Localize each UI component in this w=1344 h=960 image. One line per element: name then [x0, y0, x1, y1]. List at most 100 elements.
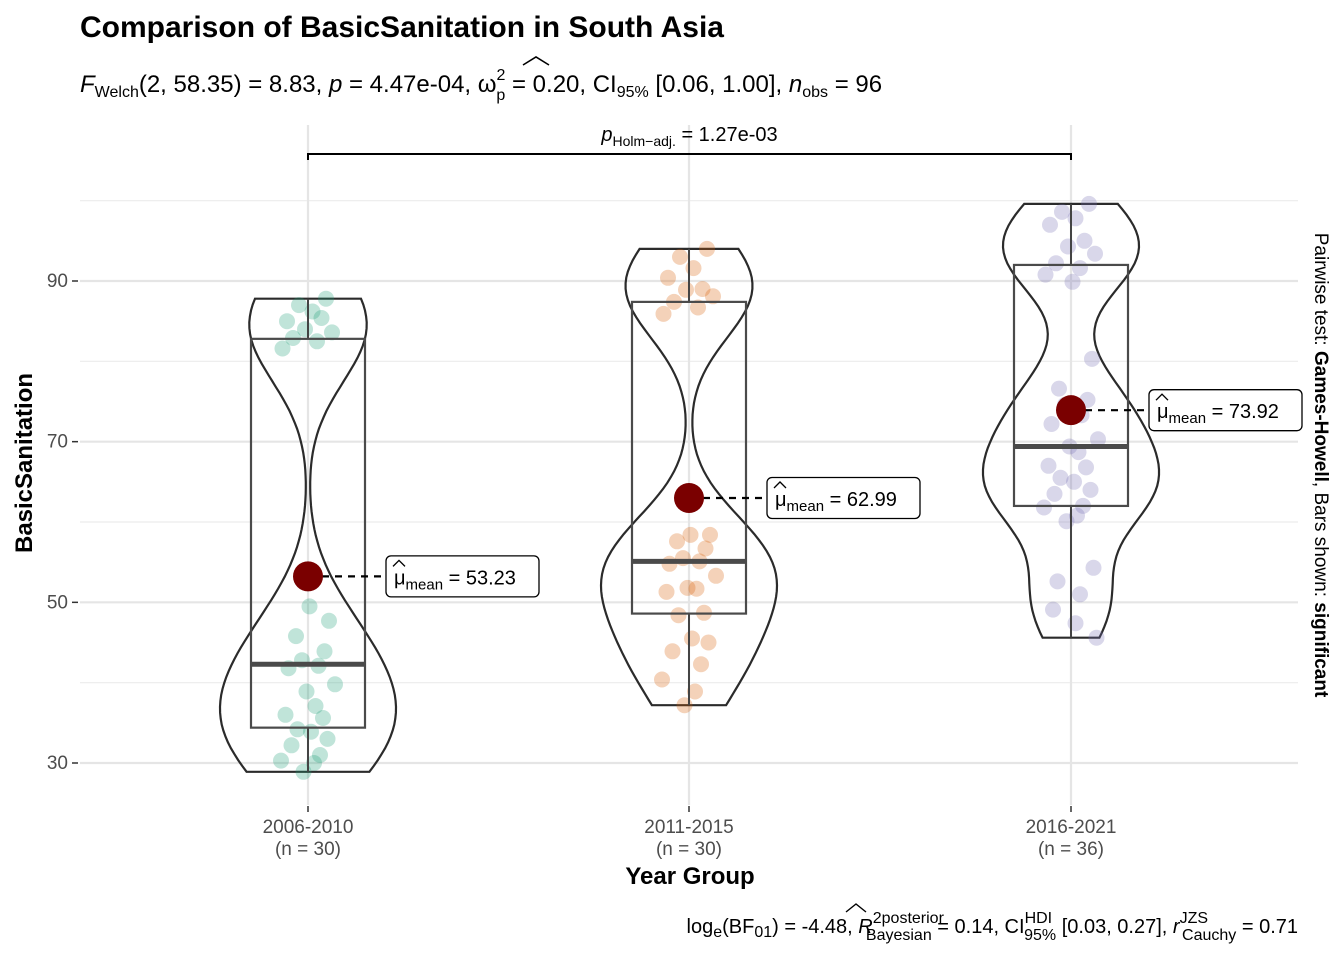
data-point [1042, 216, 1058, 233]
chart-subtitle: FWelch(2, 58.35) = 8.83, p = 4.47e-04, ω… [80, 67, 882, 104]
bayes-caption: loge(BF01) = -4.48, R2posterior Bayesian … [687, 910, 1299, 944]
data-point [315, 710, 331, 726]
mean-hat [773, 481, 787, 489]
caption-bf-value: ) = -4.48, [772, 916, 858, 938]
x-tick-n-label: (n = 30) [275, 839, 341, 860]
data-point [1082, 481, 1099, 498]
data-point [1072, 586, 1088, 603]
data-point [682, 526, 699, 543]
pairwise-label: pHolm−adj. = 1.27e-03 [600, 124, 777, 149]
caption-ci-sub: 95% [1024, 927, 1056, 944]
data-point [1067, 615, 1084, 632]
data-point [301, 598, 318, 615]
data-point [1048, 255, 1064, 272]
subtitle-ci-value: [0.06, 1.00], [649, 71, 789, 98]
caption-r2-sup2: posterior [882, 910, 945, 927]
caption-ci-value: [0.03, 0.27], [1056, 916, 1173, 938]
data-point [1060, 238, 1076, 255]
subtitle-omega-sub: p [496, 87, 505, 104]
caption-r-value: = 0.71 [1236, 916, 1298, 938]
box [249, 337, 367, 729]
data-point [705, 288, 721, 305]
data-point [1087, 245, 1103, 262]
violin [599, 247, 779, 707]
data-point [277, 706, 294, 723]
violin [981, 202, 1161, 639]
data-point [274, 340, 291, 357]
y-tick-label: 50 [47, 592, 68, 613]
box [1012, 263, 1130, 508]
omega-hat [522, 56, 550, 66]
caption-r-sub: Cauchy [1182, 927, 1236, 944]
r2-hat [845, 903, 867, 913]
x-tick-label: 2016-2021 [1026, 817, 1117, 838]
subtitle-ci-sub: 95% [617, 84, 649, 101]
caption-ci-sup: HDI [1025, 910, 1053, 927]
data-point [324, 324, 340, 341]
side-caption-middle: , Bars shown: [1310, 482, 1331, 602]
side-caption-prefix: Pairwise test: [1310, 233, 1331, 351]
subtitle-n-value: = 96 [828, 71, 882, 98]
data-point [1088, 629, 1105, 646]
data-point [654, 671, 670, 688]
data-point [1090, 431, 1106, 448]
caption-log: log [687, 916, 714, 938]
data-point [1052, 469, 1069, 486]
data-point [1043, 416, 1060, 432]
data-point [1049, 573, 1066, 590]
data-point [1051, 380, 1067, 397]
data-point [1067, 210, 1084, 227]
x-tick-label: 2011-2015 [644, 817, 733, 838]
data-point [702, 526, 718, 543]
x-axis-title: Year Group [625, 863, 754, 890]
data-point [1069, 507, 1085, 524]
data-point [283, 737, 300, 754]
data-point [700, 634, 717, 651]
data-point [288, 628, 304, 645]
group-2006-2010: μmean = 53.23 [218, 290, 540, 780]
mean-label-box [385, 555, 540, 598]
caption-bf-sub: 01 [754, 924, 772, 941]
mean-label: μmean = 73.92 [1157, 401, 1279, 427]
x-tick-n-label: (n = 30) [656, 839, 722, 860]
pairwise-bracket-line [307, 153, 1072, 160]
data-point [1085, 559, 1102, 576]
mean-hat [392, 559, 406, 567]
mean-label-box [1148, 389, 1303, 432]
mean-point [1056, 395, 1086, 426]
data-point [708, 567, 724, 584]
side-caption-shown: significant [1310, 602, 1331, 698]
data-point [694, 281, 711, 297]
data-point [1084, 350, 1100, 367]
subtitle-f: F [80, 71, 96, 98]
data-point [307, 698, 324, 714]
data-point [1036, 499, 1052, 516]
data-point [670, 607, 687, 624]
data-point [672, 248, 688, 265]
box [630, 300, 748, 615]
y-tick-label: 90 [47, 271, 68, 292]
data-point [1076, 232, 1093, 249]
mean-label: μmean = 53.23 [394, 567, 516, 593]
x-tick-label: 2006-2010 [263, 817, 354, 838]
mean-point [674, 482, 704, 513]
data-point [1072, 260, 1088, 277]
caption-r2: R [858, 916, 872, 938]
data-point [687, 683, 703, 700]
data-point [678, 281, 694, 298]
data-point [1066, 473, 1082, 490]
data-point [316, 643, 333, 660]
data-point [1064, 273, 1081, 290]
data-point [655, 305, 672, 322]
data-point [298, 683, 315, 700]
data-point [1058, 513, 1075, 530]
x-axis-ticks: 2006-2010(n = 30)2011-2015(n = 30)2016-2… [263, 806, 1117, 860]
y-tick-label: 70 [47, 432, 68, 453]
data-point [1045, 601, 1061, 618]
caption-log-sub: e [713, 924, 722, 941]
data-point [697, 540, 714, 557]
data-point [289, 721, 306, 738]
subtitle-n-sub: obs [802, 84, 828, 101]
x-tick-n-label: (n = 36) [1038, 839, 1104, 860]
